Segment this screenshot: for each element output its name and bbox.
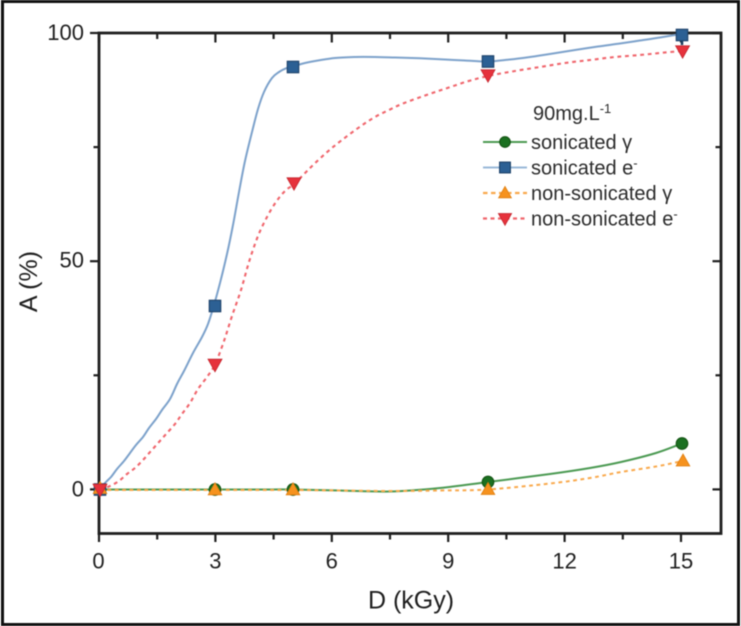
svg-text:D (kGy): D (kGy) [368, 587, 454, 615]
svg-text:12: 12 [552, 548, 576, 573]
svg-text:6: 6 [326, 548, 338, 573]
svg-text:90mg.L-1: 90mg.L-1 [533, 101, 611, 125]
svg-text:non-sonicated e-: non-sonicated e- [531, 207, 678, 231]
svg-text:15: 15 [669, 548, 693, 573]
svg-text:sonicated e-: sonicated e- [531, 156, 638, 180]
svg-text:50: 50 [60, 248, 84, 273]
svg-text:sonicated γ: sonicated γ [531, 132, 632, 154]
svg-text:9: 9 [442, 548, 454, 573]
svg-text:non-sonicated γ: non-sonicated γ [531, 183, 672, 205]
svg-text:0: 0 [92, 548, 104, 573]
svg-text:100: 100 [47, 20, 84, 45]
svg-text:A (%): A (%) [15, 251, 43, 312]
svg-text:0: 0 [72, 476, 84, 501]
svg-text:3: 3 [209, 548, 221, 573]
